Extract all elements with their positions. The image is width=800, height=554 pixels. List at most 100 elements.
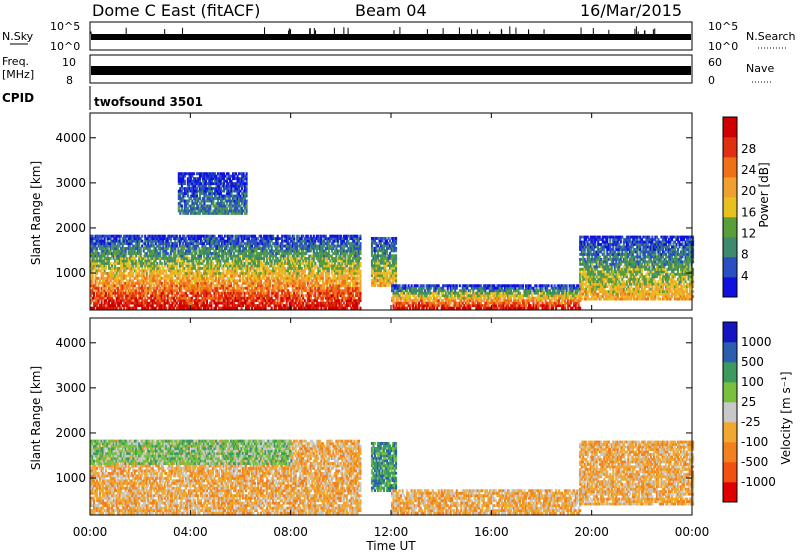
echo-cell — [235, 299, 239, 303]
echo-cell — [135, 281, 138, 285]
echo-cell — [199, 274, 202, 278]
echo-cell — [407, 296, 410, 300]
echo-cell — [129, 284, 132, 288]
echo-cell — [199, 279, 202, 283]
echo-cell — [171, 266, 174, 270]
nave-label: Nave — [746, 62, 774, 75]
echo-cell — [385, 241, 389, 245]
echo-cell — [220, 266, 224, 270]
echo-cell — [216, 269, 219, 273]
echo-cell — [124, 259, 127, 263]
echo-cell — [157, 289, 160, 293]
echo-cell — [329, 296, 332, 300]
echo-cell — [311, 289, 314, 293]
echo-cell — [105, 291, 108, 295]
echo-cell — [231, 294, 234, 298]
echo-cell — [249, 242, 252, 246]
echo-cell — [231, 269, 234, 273]
echo-cell — [261, 284, 264, 288]
echo-cell — [276, 276, 279, 280]
echo-cell — [162, 276, 165, 280]
echo-cell — [390, 246, 393, 250]
echo-cell — [165, 284, 168, 288]
echo-cell — [273, 276, 276, 280]
echo-cell — [339, 301, 342, 305]
echo-cell — [123, 264, 126, 268]
echo-cell — [201, 276, 204, 280]
echo-cell — [264, 239, 267, 243]
echo-cell — [160, 242, 163, 246]
echo-cell — [382, 279, 386, 282]
echo-cell — [261, 239, 264, 243]
echo-cell — [210, 294, 213, 298]
echo-cell — [267, 296, 270, 300]
echo-cell — [240, 261, 243, 265]
echo-cell — [145, 286, 148, 290]
echo-cell — [288, 247, 291, 250]
echo-cell — [142, 242, 145, 246]
echo-cell — [312, 257, 315, 260]
echo-cell — [260, 291, 263, 295]
echo-cell — [243, 294, 246, 298]
echo-cell — [202, 301, 205, 305]
echo-cell — [111, 296, 114, 300]
echo-cell — [359, 264, 362, 268]
echo-cell — [373, 266, 377, 270]
echo-cell — [278, 244, 281, 248]
echo-cell — [163, 269, 166, 273]
echo-cell — [248, 254, 251, 258]
echo-cell — [297, 281, 300, 285]
echo-cell — [357, 257, 360, 260]
echo-cell — [222, 304, 225, 308]
echo-cell — [144, 242, 147, 246]
echo-cell — [285, 289, 288, 293]
echo-cell — [333, 244, 336, 248]
echo-cell — [163, 294, 166, 298]
echo-cell — [404, 301, 407, 305]
echo-cell — [382, 256, 386, 260]
echo-cell — [344, 252, 347, 255]
echo-cell — [127, 249, 130, 253]
echo-cell — [208, 284, 211, 288]
echo-cell — [199, 271, 202, 275]
echo-cell — [202, 266, 205, 270]
echo-cell — [129, 259, 132, 263]
echo-cell — [421, 286, 424, 290]
echo-cell — [302, 279, 305, 283]
echo-cell — [195, 291, 198, 295]
echo-cell — [160, 296, 163, 300]
echo-cell — [421, 291, 424, 295]
echo-cell — [269, 261, 272, 265]
echo-cell — [279, 271, 282, 275]
echo-cell — [151, 252, 154, 255]
echo-cell — [291, 247, 294, 250]
echo-cell — [419, 291, 422, 295]
echo-cell — [97, 266, 100, 270]
echo-cell — [217, 234, 221, 238]
echo-cell — [330, 301, 333, 305]
echo-cell — [341, 249, 344, 253]
echo-cell — [249, 247, 252, 250]
echo-cell — [214, 254, 218, 258]
echo-cell — [410, 299, 413, 303]
echo-cell — [384, 266, 387, 270]
echo-cell — [311, 259, 314, 263]
echo-cell — [190, 261, 193, 265]
echo-cell — [138, 289, 141, 293]
echo-cell — [148, 269, 151, 273]
echo-cell — [160, 284, 163, 288]
echo-cell — [350, 252, 353, 255]
echo-cell — [246, 276, 249, 280]
echo-cell — [229, 269, 233, 273]
echo-cell — [348, 276, 351, 280]
echo-cell — [192, 244, 195, 248]
echo-cell — [281, 306, 284, 310]
echo-cell — [199, 294, 202, 298]
echo-cell — [291, 286, 294, 290]
echo-cell — [225, 239, 228, 243]
echo-cell — [318, 274, 321, 278]
echo-cell — [136, 249, 139, 253]
echo-cell — [97, 259, 100, 263]
echo-cell — [175, 242, 178, 246]
echo-cell — [344, 296, 347, 300]
